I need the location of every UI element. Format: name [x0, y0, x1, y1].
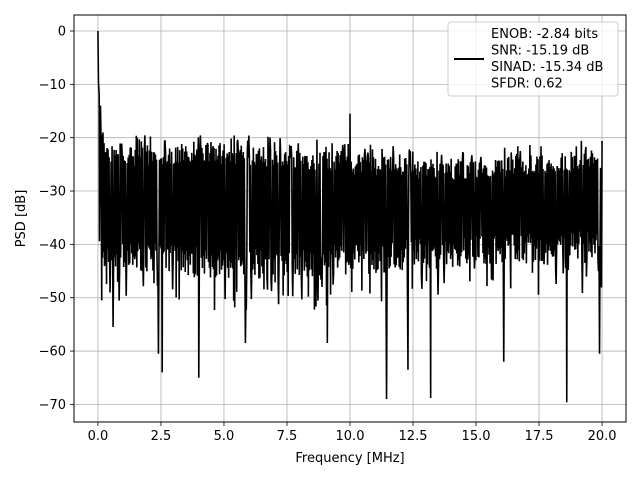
legend-entry-sinad: SINAD: -15.34 dB	[491, 60, 603, 75]
legend-box	[447, 21, 619, 97]
x-tick-label: 2.5	[151, 429, 172, 444]
psd-series	[97, 30, 603, 403]
psd-line	[97, 30, 603, 403]
y-tick-label: −30	[39, 185, 66, 200]
y-tick-label: −10	[39, 78, 66, 93]
x-tick-label: 0.0	[88, 429, 109, 444]
y-tick-label: −60	[39, 345, 66, 360]
y-tick-label: −20	[39, 131, 66, 146]
x-axis-label: Frequency [MHz]	[295, 451, 404, 466]
y-tick-label: −40	[39, 238, 66, 253]
x-tick-label: 20.0	[588, 429, 617, 444]
y-tick-label: −70	[39, 398, 66, 413]
x-tick-label: 12.5	[399, 429, 428, 444]
legend-entry-enob: ENOB: -2.84 bits	[491, 27, 598, 42]
x-tick-label: 15.0	[462, 429, 491, 444]
legend: ENOB: -2.84 bits SNR: -15.19 dB SINAD: -…	[447, 21, 619, 97]
y-tick-label: 0	[58, 25, 66, 40]
x-tick-label: 10.0	[336, 429, 365, 444]
y-axis-ticks: 0 −10 −20 −30 −40 −50 −60 −70	[39, 25, 74, 413]
y-tick-label: −50	[39, 291, 66, 306]
x-tick-label: 7.5	[277, 429, 298, 444]
legend-entry-sfdr: SFDR: 0.62	[491, 77, 563, 92]
x-tick-label: 17.5	[525, 429, 554, 444]
x-axis-ticks: 0.0 2.5 5.0 7.5 10.0 12.5 15.0 17.5 20.0	[88, 422, 617, 444]
y-axis-label: PSD [dB]	[14, 190, 29, 248]
legend-entry-snr: SNR: -15.19 dB	[491, 44, 589, 59]
x-tick-label: 5.0	[214, 429, 235, 444]
